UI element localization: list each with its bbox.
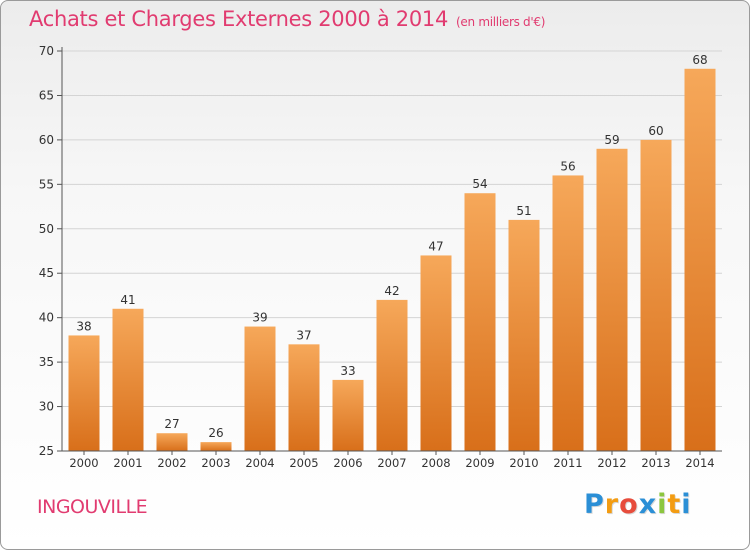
data-label: 41 bbox=[120, 293, 135, 307]
bar bbox=[596, 148, 628, 451]
x-tick-label: 2008 bbox=[421, 456, 450, 470]
data-label: 27 bbox=[164, 417, 179, 431]
logo-letter: P bbox=[584, 489, 605, 520]
y-tick-label: 40 bbox=[39, 311, 54, 325]
data-label: 51 bbox=[516, 204, 531, 218]
data-label: 59 bbox=[604, 133, 619, 147]
bar bbox=[200, 442, 232, 451]
bar bbox=[156, 433, 188, 451]
data-label: 38 bbox=[76, 319, 91, 333]
y-tick-label: 50 bbox=[39, 222, 54, 236]
bar bbox=[244, 326, 276, 451]
x-tick-label: 2000 bbox=[69, 456, 98, 470]
data-label: 37 bbox=[296, 328, 311, 342]
bar bbox=[68, 335, 100, 451]
logo-letter: o bbox=[619, 489, 639, 520]
y-tick-label: 45 bbox=[39, 266, 54, 280]
x-tick-label: 2003 bbox=[201, 456, 230, 470]
proxiti-logo: Proxiti bbox=[584, 489, 692, 520]
logo-letter: r bbox=[604, 489, 620, 520]
y-tick-label: 35 bbox=[39, 355, 54, 369]
x-tick-label: 2012 bbox=[597, 456, 626, 470]
logo-letter: t bbox=[667, 489, 682, 520]
x-tick-label: 2010 bbox=[509, 456, 538, 470]
data-label: 33 bbox=[340, 364, 355, 378]
bar bbox=[376, 299, 408, 451]
x-tick-label: 2014 bbox=[685, 456, 714, 470]
logo-letter: i bbox=[657, 489, 668, 520]
chart-title-text: Achats et Charges Externes 2000 à 2014 bbox=[29, 7, 449, 31]
bar bbox=[552, 175, 584, 451]
x-tick-label: 2007 bbox=[377, 456, 406, 470]
y-tick-label: 55 bbox=[39, 177, 54, 191]
data-label: 26 bbox=[208, 426, 223, 440]
data-label: 42 bbox=[384, 284, 399, 298]
data-label: 68 bbox=[692, 53, 707, 67]
chart-unit: (en milliers d'€) bbox=[456, 15, 546, 29]
x-tick-label: 2002 bbox=[157, 456, 186, 470]
data-label: 39 bbox=[252, 311, 267, 325]
x-tick-label: 2001 bbox=[113, 456, 142, 470]
x-tick-label: 2005 bbox=[289, 456, 318, 470]
x-tick-label: 2006 bbox=[333, 456, 362, 470]
bar bbox=[112, 308, 144, 451]
y-tick-label: 25 bbox=[39, 444, 54, 458]
x-tick-label: 2013 bbox=[641, 456, 670, 470]
data-label: 54 bbox=[472, 177, 487, 191]
bar bbox=[684, 68, 716, 452]
y-tick-label: 60 bbox=[39, 133, 54, 147]
y-tick-label: 65 bbox=[39, 88, 54, 102]
chart-title: Achats et Charges Externes 2000 à 2014 (e… bbox=[29, 7, 545, 31]
commune-name: INGOUVILLE bbox=[37, 496, 148, 518]
y-tick-label: 30 bbox=[39, 400, 54, 414]
bar bbox=[420, 255, 452, 451]
data-label: 47 bbox=[428, 239, 443, 253]
logo-letter: i bbox=[681, 489, 692, 520]
logo-letter: x bbox=[638, 489, 658, 520]
bar bbox=[332, 379, 364, 451]
x-tick-label: 2011 bbox=[553, 456, 582, 470]
bar bbox=[464, 193, 496, 451]
bar bbox=[640, 139, 672, 451]
y-tick-label: 70 bbox=[39, 44, 54, 58]
x-tick-label: 2009 bbox=[465, 456, 494, 470]
x-tick-label: 2004 bbox=[245, 456, 274, 470]
bar bbox=[288, 344, 320, 451]
data-label: 56 bbox=[560, 159, 575, 173]
bar bbox=[508, 219, 540, 451]
data-label: 60 bbox=[648, 124, 663, 138]
